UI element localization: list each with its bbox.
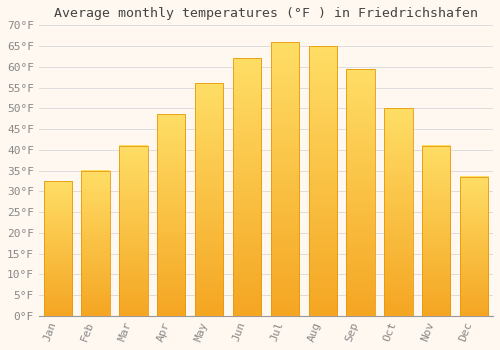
Bar bbox=[233, 58, 261, 316]
Bar bbox=[82, 170, 110, 316]
Bar bbox=[119, 146, 148, 316]
Bar bbox=[195, 83, 224, 316]
Bar bbox=[460, 177, 488, 316]
Bar bbox=[346, 69, 375, 316]
Bar bbox=[157, 114, 186, 316]
Bar bbox=[384, 108, 412, 316]
Bar bbox=[44, 181, 72, 316]
Bar bbox=[270, 42, 299, 316]
Title: Average monthly temperatures (°F ) in Friedrichshafen: Average monthly temperatures (°F ) in Fr… bbox=[54, 7, 478, 20]
Bar bbox=[422, 146, 450, 316]
Bar bbox=[308, 46, 337, 316]
